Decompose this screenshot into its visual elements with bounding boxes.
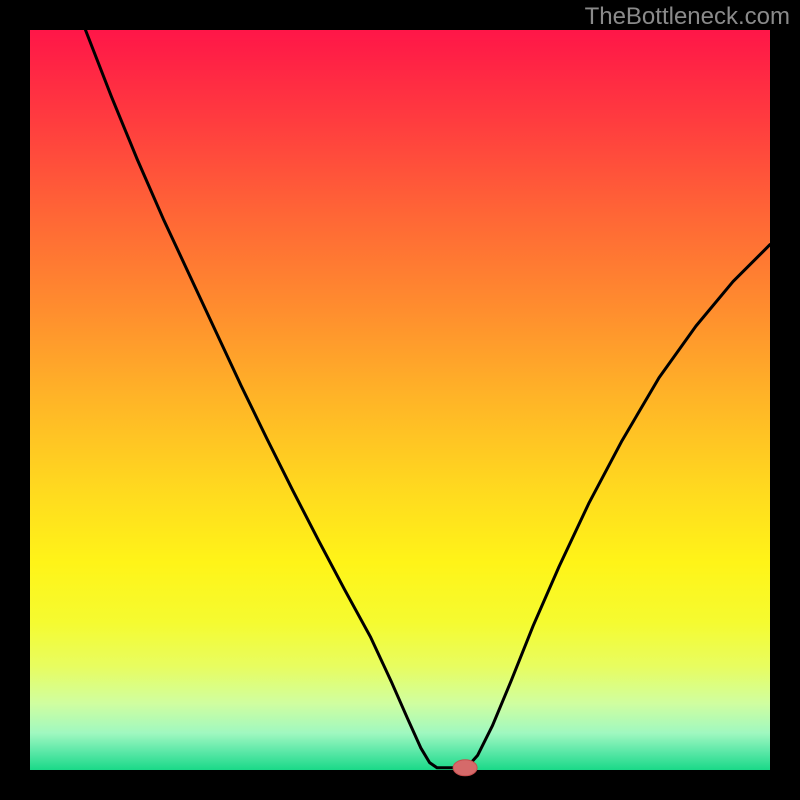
watermark-text: TheBottleneck.com	[585, 3, 790, 30]
chart-plot-area	[30, 30, 770, 770]
bottleneck-chart: TheBottleneck.com	[0, 0, 800, 800]
chart-container: TheBottleneck.com	[0, 0, 800, 800]
optimal-point-marker	[453, 760, 477, 776]
